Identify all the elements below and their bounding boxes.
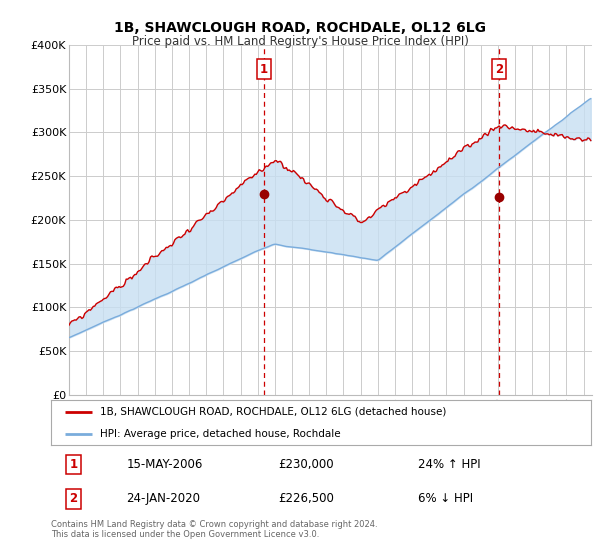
Text: HPI: Average price, detached house, Rochdale: HPI: Average price, detached house, Roch… [100, 429, 340, 439]
Text: £230,000: £230,000 [278, 458, 334, 471]
Text: 1: 1 [260, 63, 268, 76]
Text: £226,500: £226,500 [278, 492, 334, 505]
Text: 15-MAY-2006: 15-MAY-2006 [127, 458, 203, 471]
Text: 6% ↓ HPI: 6% ↓ HPI [418, 492, 473, 505]
Text: 1B, SHAWCLOUGH ROAD, ROCHDALE, OL12 6LG: 1B, SHAWCLOUGH ROAD, ROCHDALE, OL12 6LG [114, 21, 486, 35]
Text: 24% ↑ HPI: 24% ↑ HPI [418, 458, 481, 471]
Text: Contains HM Land Registry data © Crown copyright and database right 2024.
This d: Contains HM Land Registry data © Crown c… [51, 520, 377, 539]
Text: 1: 1 [70, 458, 78, 471]
Text: 2: 2 [495, 63, 503, 76]
Text: 1B, SHAWCLOUGH ROAD, ROCHDALE, OL12 6LG (detached house): 1B, SHAWCLOUGH ROAD, ROCHDALE, OL12 6LG … [100, 407, 446, 417]
Text: 2: 2 [70, 492, 78, 505]
Text: 24-JAN-2020: 24-JAN-2020 [127, 492, 200, 505]
Text: Price paid vs. HM Land Registry's House Price Index (HPI): Price paid vs. HM Land Registry's House … [131, 35, 469, 48]
